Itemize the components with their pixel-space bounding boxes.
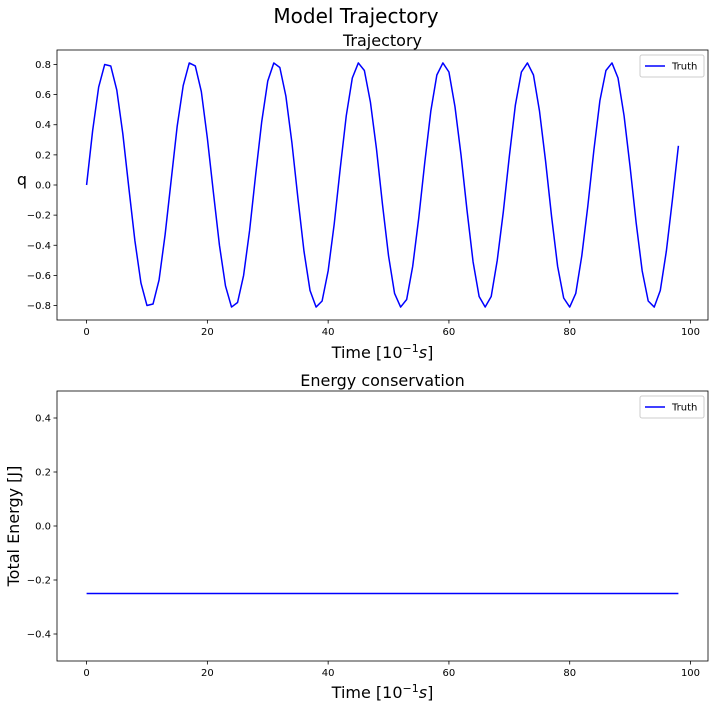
trajectory-panel: Trajectory 0 20 40 60 80 100 −0.8 −0.6 −0.4 −0.2 0.… xyxy=(17,31,709,363)
x-tick-label: 80 xyxy=(563,668,576,679)
axes-frame xyxy=(56,49,709,321)
y-tick-label: −0.2 xyxy=(27,211,51,222)
y-tick-label: 0.6 xyxy=(35,90,51,101)
y-axis-label: q xyxy=(17,170,27,189)
energy-panel: Energy conservation 0 20 40 60 80 100 −0.4 −0.2 0… xyxy=(4,371,709,703)
y-tick-label: −0.4 xyxy=(27,241,51,252)
y-tick-label: 0.2 xyxy=(35,468,51,479)
figure-suptitle: Model Trajectory xyxy=(273,4,438,28)
y-tick-label: 0.4 xyxy=(35,120,51,131)
y-tick-label: 0.0 xyxy=(35,181,51,192)
legend-label: Truth xyxy=(671,403,697,414)
x-axis-label: Time [10−1s] xyxy=(331,682,434,703)
x-tick-label: 60 xyxy=(443,327,456,338)
y-tick-label: 0.0 xyxy=(35,522,51,533)
y-tick-label: −0.4 xyxy=(27,630,51,641)
legend-label: Truth xyxy=(671,62,697,73)
legend: Truth xyxy=(639,395,705,419)
x-tick-label: 20 xyxy=(201,668,214,679)
x-tick-label: 20 xyxy=(201,327,214,338)
x-tick-label: 60 xyxy=(443,668,456,679)
x-tick-label: 0 xyxy=(83,668,89,679)
x-tick-label: 0 xyxy=(83,327,89,338)
legend: Truth xyxy=(639,54,705,78)
x-tick-label: 40 xyxy=(322,668,335,679)
legend-frame xyxy=(639,395,705,419)
x-tick-label: 100 xyxy=(681,668,700,679)
x-axis-label: Time [10−1s] xyxy=(331,342,434,363)
y-tick-label: −0.2 xyxy=(27,576,51,587)
y-tick-label: 0.2 xyxy=(35,150,51,161)
x-tick-label: 40 xyxy=(322,327,335,338)
y-tick-label: −0.8 xyxy=(27,301,51,312)
series-line-truth xyxy=(85,62,680,308)
y-axis-label: Total Energy [J] xyxy=(4,466,23,588)
panel-title: Energy conservation xyxy=(300,371,465,390)
x-tick-label: 80 xyxy=(563,327,576,338)
y-tick-label: −0.6 xyxy=(27,271,51,282)
legend-frame xyxy=(639,54,705,78)
y-tick-label: 0.4 xyxy=(35,414,51,425)
axes-frame xyxy=(56,390,709,662)
y-tick-label: 0.8 xyxy=(35,60,51,71)
x-tick-label: 100 xyxy=(681,327,700,338)
panel-title: Trajectory xyxy=(342,31,422,50)
